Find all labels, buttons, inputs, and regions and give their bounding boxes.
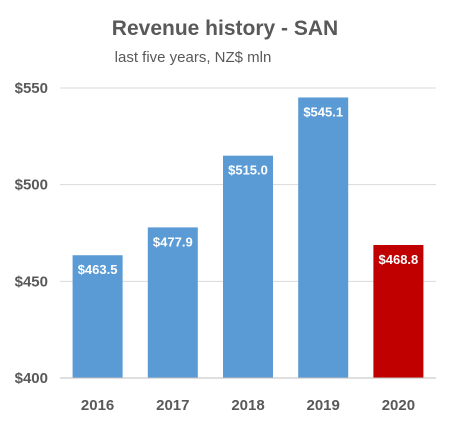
bar: [72, 255, 123, 378]
y-axis-ticks: $400 $450 $500 $550: [15, 80, 48, 387]
chart-subtitle: last five years, NZ$ mln: [115, 49, 272, 66]
data-label: $463.5: [78, 262, 118, 277]
bar: [223, 155, 273, 378]
x-tick-label: 2018: [231, 397, 264, 414]
bar: [147, 227, 198, 378]
bar: [298, 97, 349, 379]
data-label: $477.9: [153, 234, 193, 249]
x-tick-label: 2019: [307, 397, 340, 414]
y-tick-label: $500: [15, 177, 48, 194]
chart-title: Revenue history - SAN: [112, 17, 338, 40]
x-tick-label: 2017: [156, 397, 189, 414]
data-label: $515.0: [228, 163, 268, 178]
y-tick-label: $450: [15, 273, 48, 290]
bars: [72, 97, 424, 379]
data-label: $468.8: [379, 252, 419, 267]
x-tick-label: 2016: [81, 397, 114, 414]
y-tick-label: $400: [15, 370, 48, 387]
y-tick-label: $550: [15, 80, 48, 97]
data-labels: $463.5 $477.9 $515.0 $545.1 $468.8: [78, 104, 419, 277]
bar: [373, 244, 424, 378]
x-tick-label: 2020: [382, 397, 415, 414]
data-label: $545.1: [303, 104, 343, 119]
x-axis-ticks: 2016 2017 2018 2019 2020: [81, 397, 415, 414]
